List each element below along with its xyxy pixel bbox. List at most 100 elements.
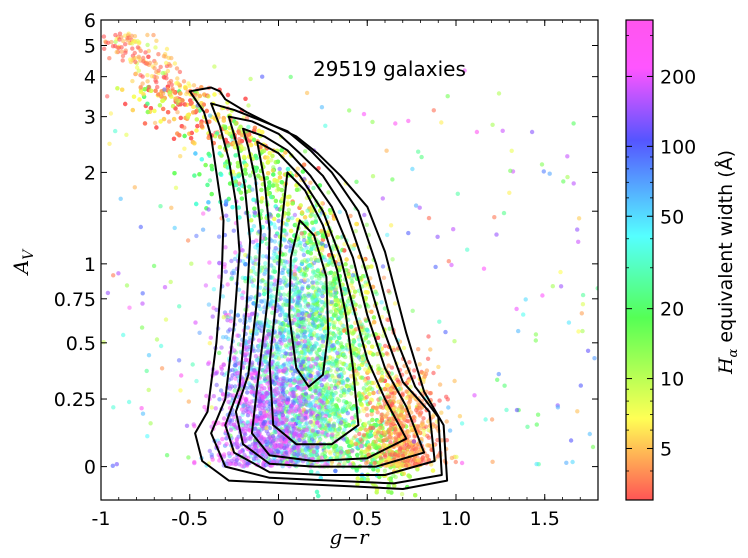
scatter-point (366, 340, 371, 345)
scatter-point (350, 285, 356, 291)
scatter-point (188, 101, 193, 107)
scatter-point (171, 136, 177, 141)
scatter-point (386, 288, 391, 294)
scatter-point (199, 157, 204, 162)
scatter-point (371, 467, 376, 472)
scatter-point (214, 382, 219, 388)
scatter-point (243, 96, 248, 102)
scatter-point (273, 225, 278, 230)
scatter-point (236, 205, 241, 210)
scatter-point (218, 171, 223, 176)
scatter-point (194, 128, 199, 133)
scatter-point (340, 379, 346, 384)
scatter-point (349, 264, 354, 269)
scatter-point (231, 268, 236, 274)
scatter-point (374, 445, 379, 451)
scatter-point (240, 275, 245, 280)
scatter-point (410, 308, 415, 313)
scatter-point (249, 218, 254, 223)
scatter-point (314, 274, 319, 279)
scatter-point (178, 115, 183, 121)
scatter-point (253, 153, 258, 159)
scatter-point (385, 232, 390, 238)
scatter-point (302, 215, 308, 220)
scatter-point (218, 135, 223, 140)
scatter-point (339, 341, 344, 346)
scatter-point (142, 87, 147, 92)
scatter-point (413, 493, 418, 498)
scatter-point (201, 102, 206, 107)
scatter-point (269, 194, 274, 200)
scatter-point (285, 166, 291, 172)
scatter-point (305, 208, 310, 213)
scatter-point (224, 130, 229, 135)
scatter-point (365, 477, 370, 482)
scatter-point (178, 102, 183, 107)
scatter-point (343, 417, 348, 423)
scatter-point (262, 291, 267, 297)
scatter-point (267, 183, 272, 188)
scatter-point (301, 234, 306, 240)
scatter-point (251, 197, 256, 202)
scatter-point (217, 151, 222, 156)
scatter-point (345, 449, 350, 454)
scatter-point (329, 300, 334, 305)
scatter-point (282, 275, 287, 280)
scatter-point (401, 471, 406, 476)
scatter-point (259, 299, 265, 304)
scatter-point (343, 354, 348, 360)
scatter-point (148, 88, 154, 94)
scatter-point (327, 377, 333, 382)
scatter-point (357, 304, 363, 309)
scatter-point (370, 344, 375, 349)
scatter-point (130, 107, 135, 113)
scatter-point (390, 257, 395, 262)
scatter-point (222, 124, 228, 129)
scatter-point (322, 329, 328, 334)
scatter-point (327, 208, 333, 213)
scatter-point (222, 262, 227, 267)
scatter-point (352, 289, 358, 294)
scatter-point (342, 393, 347, 398)
scatter-point (279, 148, 284, 153)
scatter-point (279, 180, 284, 185)
scatter-point (201, 211, 206, 216)
scatter-point (293, 249, 298, 254)
scatter-point (188, 136, 194, 141)
scatter-point (203, 162, 208, 168)
scatter-point (407, 474, 412, 479)
scatter-point (355, 476, 360, 481)
scatter-point (199, 121, 204, 126)
scatter-point (306, 283, 311, 289)
scatter-point (392, 483, 397, 488)
scatter-point (194, 108, 199, 114)
scatter-point (192, 173, 197, 178)
scatter-point (298, 203, 303, 208)
scatter-point (115, 86, 120, 91)
scatter-point (209, 163, 214, 169)
scatter-point (300, 169, 306, 174)
scatter-point (330, 402, 335, 407)
scatter-point (194, 201, 199, 207)
scatter-point (245, 132, 251, 138)
scatter-point (145, 101, 150, 107)
scatter-point (256, 348, 261, 353)
scatter-point (365, 413, 370, 418)
scatter-point (262, 265, 267, 270)
scatter-point (372, 320, 377, 325)
scatter-point (360, 356, 365, 362)
scatter-point (345, 378, 350, 383)
scatter-point (350, 341, 356, 347)
scatter-point (325, 400, 331, 405)
scatter-point (363, 367, 368, 372)
scatter-point (273, 198, 279, 204)
scatter-point (277, 175, 283, 180)
scatter-point (267, 150, 272, 156)
scatter-point (430, 468, 436, 473)
scatter-point (197, 172, 202, 177)
scatter-point (251, 137, 257, 142)
scatter-point (232, 172, 238, 178)
scatter-point (261, 288, 267, 293)
scatter-point (203, 283, 209, 288)
scatter-point (197, 330, 202, 335)
